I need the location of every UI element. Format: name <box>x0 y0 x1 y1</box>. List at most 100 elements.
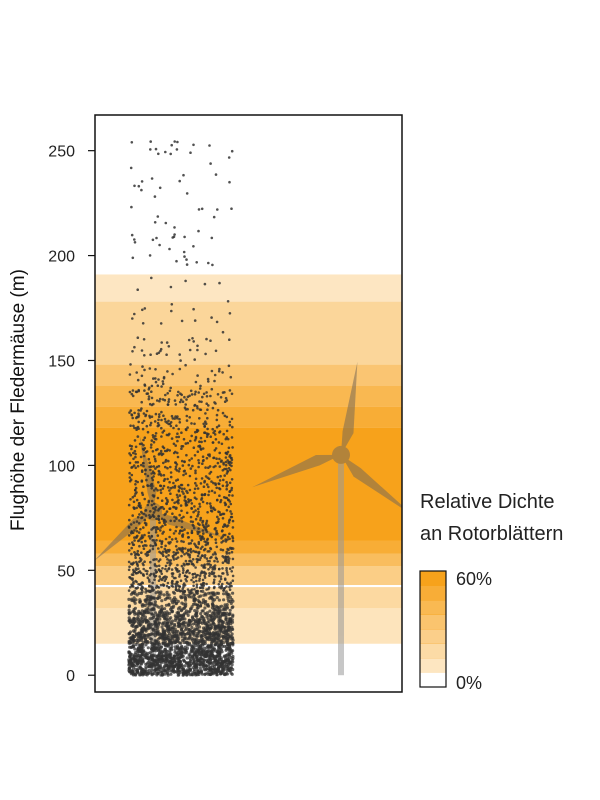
bat-point <box>133 241 137 244</box>
bat-point <box>231 614 235 619</box>
bat-point <box>148 584 151 588</box>
legend-scale-step <box>420 571 446 586</box>
bat-point <box>168 651 172 655</box>
bat-point <box>165 510 169 513</box>
bat-point <box>203 602 207 606</box>
bat-point <box>154 617 158 622</box>
bat-point <box>159 491 163 495</box>
bat-point <box>216 475 220 479</box>
bat-point <box>154 505 158 509</box>
bat-point <box>134 452 137 456</box>
bat-point <box>194 566 197 569</box>
bat-point <box>178 421 182 424</box>
bat-point <box>163 575 167 578</box>
bat-point <box>136 534 139 538</box>
bat-point <box>144 472 147 476</box>
bat-point <box>137 184 141 188</box>
bat-point <box>203 425 206 428</box>
bat-point <box>132 644 136 648</box>
bat-point <box>140 349 144 352</box>
bat-point <box>129 498 132 501</box>
bat-point <box>145 409 149 413</box>
bat-point <box>151 434 155 437</box>
bat-point <box>226 524 230 527</box>
bat-point <box>203 556 207 559</box>
legend-title-line2: an Rotorblättern <box>420 523 563 545</box>
bat-point <box>183 671 188 675</box>
bat-point <box>155 558 158 561</box>
bat-point <box>213 379 216 383</box>
bat-point <box>138 619 142 623</box>
bat-point <box>174 576 177 580</box>
bat-point <box>214 464 217 468</box>
bat-point <box>142 485 145 489</box>
bat-point <box>131 256 135 260</box>
bat-point <box>191 630 195 635</box>
bat-point <box>159 577 162 581</box>
bat-point <box>194 649 199 653</box>
bat-point <box>127 597 131 602</box>
bat-point <box>157 594 161 598</box>
bat-point <box>202 485 206 489</box>
bat-point <box>225 487 228 491</box>
bat-point <box>181 400 185 404</box>
bat-point <box>146 430 150 434</box>
bat-point <box>199 518 202 522</box>
bat-point <box>147 589 150 593</box>
bat-point <box>217 482 221 486</box>
bat-point <box>220 604 224 608</box>
bat-point <box>215 457 218 461</box>
legend-scale-step <box>420 643 446 659</box>
bat-point <box>221 582 224 586</box>
bat-point <box>181 535 184 538</box>
bat-point <box>174 467 177 471</box>
bat-point <box>152 662 156 667</box>
bat-point <box>134 526 138 530</box>
bat-point <box>132 451 135 455</box>
bat-point <box>228 647 232 651</box>
bat-point <box>176 651 180 655</box>
bat-point <box>193 393 197 396</box>
bat-point <box>205 667 209 671</box>
bat-point <box>161 550 165 554</box>
bat-point <box>149 446 153 449</box>
bat-point <box>159 610 163 614</box>
bat-point <box>226 535 230 539</box>
bat-point <box>198 387 202 390</box>
bat-point <box>198 440 201 444</box>
bat-point <box>143 307 147 310</box>
bat-point <box>186 549 190 553</box>
bat-point <box>135 616 139 620</box>
bat-point <box>192 657 196 661</box>
bat-point <box>131 465 134 469</box>
bat-point <box>222 607 226 611</box>
bat-point <box>173 665 177 669</box>
bat-point <box>194 477 198 481</box>
bat-point <box>224 590 228 594</box>
bat-point <box>171 585 175 588</box>
bat-point <box>176 499 180 503</box>
bat-point <box>142 444 145 447</box>
bat-point <box>154 377 157 380</box>
bat-point <box>211 553 215 556</box>
bat-point <box>186 426 189 429</box>
bat-point <box>158 413 161 416</box>
bat-point <box>170 303 174 306</box>
bat-point <box>222 589 225 592</box>
bat-point <box>207 404 210 407</box>
bat-point <box>165 555 168 558</box>
bat-point <box>161 627 165 631</box>
bat-point <box>214 173 218 176</box>
bat-point <box>210 619 214 623</box>
bat-point <box>180 520 184 523</box>
bat-point <box>133 529 136 532</box>
bat-point <box>164 550 167 553</box>
bat-point <box>140 628 144 633</box>
bat-point <box>212 456 216 460</box>
bat-point <box>181 533 185 536</box>
bat-point <box>179 529 182 532</box>
bat-point <box>199 436 203 440</box>
bat-point <box>212 647 217 651</box>
bat-point <box>231 667 235 672</box>
bat-point <box>231 641 235 646</box>
